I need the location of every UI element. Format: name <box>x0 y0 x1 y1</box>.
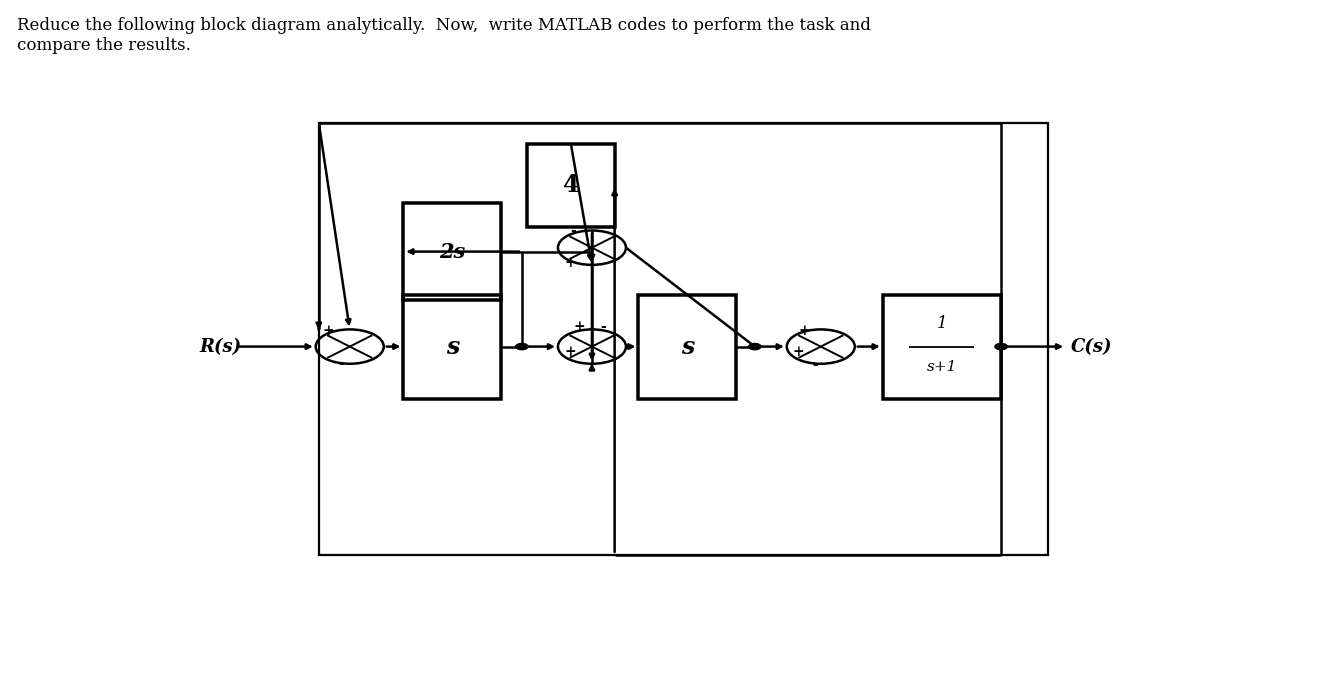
Text: +: + <box>793 345 803 359</box>
Circle shape <box>995 343 1007 349</box>
Text: +: + <box>564 256 576 270</box>
Circle shape <box>749 343 761 349</box>
Circle shape <box>516 343 528 349</box>
Bar <box>319 123 1048 555</box>
Text: 2s: 2s <box>439 241 466 262</box>
Text: s: s <box>681 335 694 358</box>
Text: C(s): C(s) <box>1071 337 1113 356</box>
Text: R(s): R(s) <box>200 337 241 356</box>
Bar <box>527 143 614 227</box>
Text: 4: 4 <box>563 173 579 197</box>
Bar <box>638 295 737 399</box>
Bar <box>883 295 1001 399</box>
Text: -: - <box>571 224 576 238</box>
Text: +: + <box>564 345 576 359</box>
Text: +: + <box>322 324 334 338</box>
Text: -: - <box>339 357 344 370</box>
Text: s+1: s+1 <box>927 360 958 375</box>
Text: -: - <box>813 358 818 372</box>
Text: s: s <box>446 335 459 358</box>
Text: Reduce the following block diagram analytically.  Now,  write MATLAB codes to pe: Reduce the following block diagram analy… <box>17 17 871 53</box>
Text: 1: 1 <box>936 315 947 332</box>
Text: +: + <box>573 320 585 335</box>
Bar <box>403 295 501 399</box>
Text: +: + <box>798 324 810 338</box>
Text: -: - <box>600 320 606 335</box>
Bar <box>403 203 501 299</box>
